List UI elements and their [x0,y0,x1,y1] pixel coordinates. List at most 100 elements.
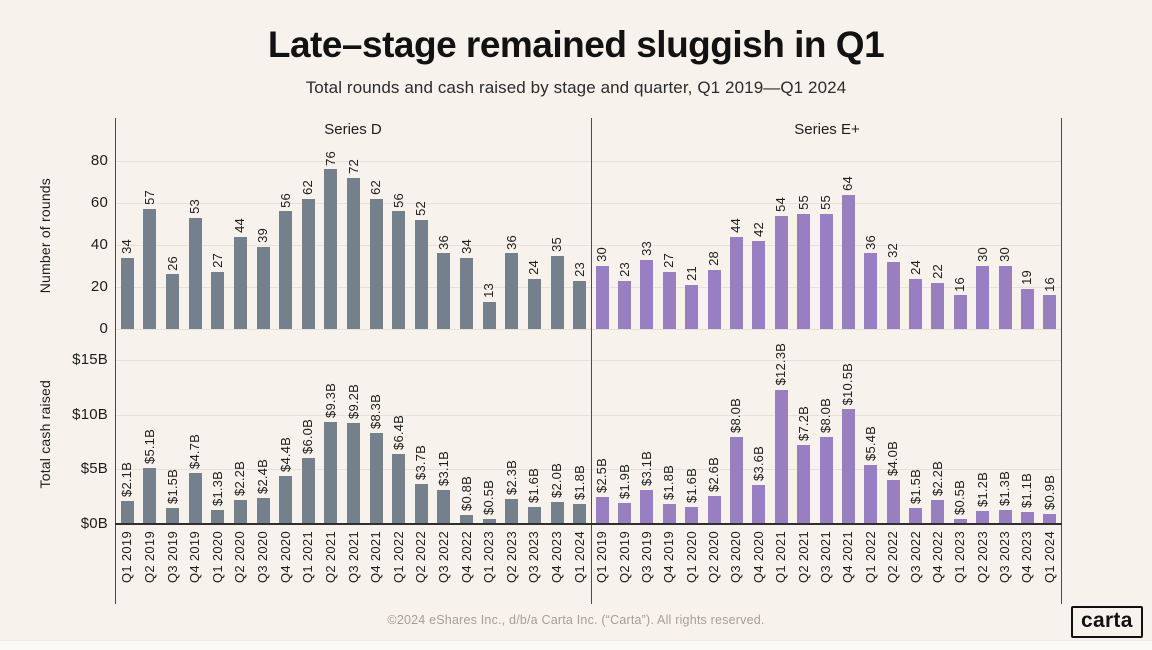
bar-value-label: $3.1B [638,451,654,487]
bar [953,295,967,329]
x-tick-label: Q1 2019 [594,531,610,583]
bar [685,284,699,329]
bar [120,501,134,524]
bar [662,272,676,329]
bar [998,266,1012,329]
bar [864,464,878,524]
x-tick-label: Q4 2019 [187,531,203,583]
x-tick-label: Q1 2020 [209,531,225,583]
bar-value-label: $0.8B [458,476,474,512]
bar-value-label: 62 [300,179,316,195]
bar-value-label: 44 [232,217,248,233]
bar-value-label: 23 [616,261,632,277]
bar [369,198,383,329]
bar [864,253,878,329]
bar [120,257,134,329]
bar-value-label: $0.9B [1041,475,1057,511]
bar [573,504,587,524]
bar-value-label: $4.4B [277,436,293,472]
bar-value-label: 30 [997,247,1013,262]
bar [505,498,519,524]
y-tick-label: 0 [99,320,108,337]
x-tick-label: Q4 2020 [277,531,293,583]
bar [188,472,202,524]
bar [707,495,721,524]
bar-value-label: 27 [209,253,225,269]
bar [211,509,225,524]
x-tick-label: Q3 2023 [997,531,1013,583]
bar-value-label: $2.2B [929,460,945,496]
x-tick-label: Q4 2021 [368,531,384,583]
x-tick-label: Q3 2020 [255,531,271,583]
bar-value-label: $1.1B [1019,473,1035,508]
bar-value-label: $10.5B [840,362,856,406]
bar [301,458,315,524]
bar-value-label: 26 [164,255,180,271]
bar-value-label: 55 [818,194,833,210]
bar-value-label: $0.5B [952,479,968,515]
bar-value-label: 21 [683,266,699,281]
gridline [116,161,1061,162]
bar [662,504,676,524]
bar [774,389,788,524]
gridline [116,287,1061,288]
bar [1020,289,1034,329]
bar-value-label: $0.5B [481,479,497,515]
bar [527,278,541,329]
bar-value-label: 30 [594,247,610,262]
y-tick-label: 20 [90,278,108,295]
gridline [116,245,1061,246]
bar-value-label: $1.3B [209,470,225,506]
bar [505,253,519,329]
bar [998,509,1012,524]
bar [324,169,338,329]
bar-value-label: 57 [141,190,157,206]
bottom-strip [0,640,1152,650]
bar-value-label: $1.9B [616,464,632,500]
bar [392,454,406,524]
x-tick-label: Q1 2021 [300,531,316,583]
bar [324,422,338,524]
x-tick-label: Q2 2021 [322,531,338,583]
bar-value-label: 36 [503,234,519,250]
x-tick-label: Q2 2021 [795,531,811,583]
gridline [116,469,1061,471]
bar [573,280,587,329]
bar [482,518,496,524]
bar [841,194,855,329]
gridline [116,414,1061,416]
bar-value-label: $5.1B [141,429,157,465]
bar-value-label: 32 [885,242,901,258]
bar-value-label: $6.0B [300,419,316,455]
bar-value-label: $1.2B [974,471,990,507]
x-tick-label: Q3 2022 [907,531,923,583]
bar-value-label: 39 [255,228,271,244]
x-tick-label: Q1 2022 [390,531,406,583]
bar [256,247,270,329]
bar-value-label: $2.1B [119,462,135,498]
bar-value-label: 55 [795,194,811,210]
bar-value-label: $9.3B [322,383,338,419]
bar [752,240,766,329]
gridline [116,203,1061,204]
bar-value-label: 34 [458,238,474,254]
x-tick-label: Q3 2021 [345,531,361,583]
x-tick-label: Q1 2024 [571,531,587,583]
bar [347,423,360,524]
bar [729,436,743,524]
bar-value-label: $2.0B [549,463,565,499]
bar-value-label: 72 [345,158,361,174]
bar-value-label: $1.8B [571,465,587,501]
x-tick-label: Q3 2020 [728,531,744,583]
bar [1043,295,1057,329]
bar [347,177,360,329]
x-tick-label: Q1 2020 [683,531,699,583]
bar-value-label: $12.3B [773,343,789,386]
bar [909,278,923,329]
bar-value-label: 42 [750,221,766,237]
bar-value-label: 44 [728,217,744,233]
y-tick-label: 80 [90,152,108,169]
bar [460,515,474,524]
bar [595,266,609,329]
axis-line [115,118,116,604]
